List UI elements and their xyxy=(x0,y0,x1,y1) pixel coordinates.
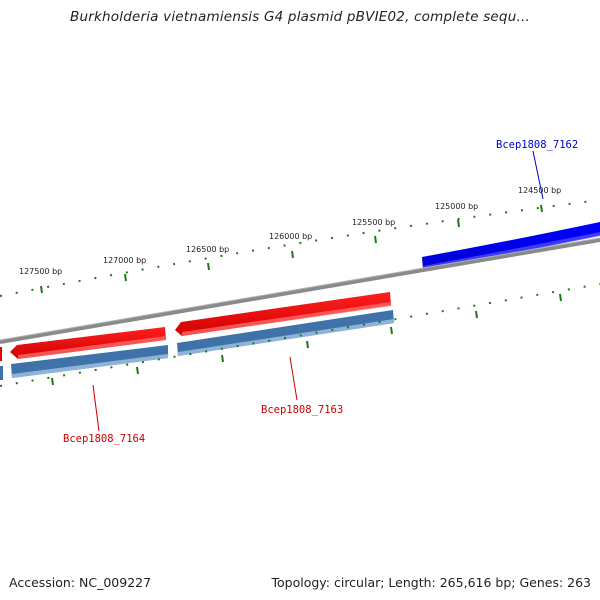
bp-label: 126500 bp xyxy=(186,245,229,254)
cds-fragment-left[interactable] xyxy=(0,366,3,380)
bp-label: 127000 bp xyxy=(103,256,146,265)
plasmid-backbone xyxy=(0,238,600,344)
bp-labels: 127500 bp 127000 bp 126500 bp 126000 bp … xyxy=(19,186,561,276)
bp-label: 126000 bp xyxy=(269,232,312,241)
cds-feature-7164[interactable] xyxy=(11,345,168,378)
gene-bcep1808-7163-bar[interactable] xyxy=(175,292,391,336)
bp-label: 125000 bp xyxy=(435,202,478,211)
bp-label: 125500 bp xyxy=(352,218,395,227)
gene-fragment-left[interactable] xyxy=(0,347,2,361)
gene-label-7162[interactable]: Bcep1808_7162 xyxy=(496,139,578,151)
cds-feature-7163[interactable] xyxy=(177,310,394,356)
gene-label-7164[interactable]: Bcep1808_7164 xyxy=(63,433,145,445)
leader-line-7162 xyxy=(532,150,544,200)
outer-tick-ring xyxy=(0,199,600,297)
gene-label-7163[interactable]: Bcep1808_7163 xyxy=(261,404,343,416)
major-ticks-inner xyxy=(51,293,562,386)
inner-tick-ring xyxy=(0,283,600,387)
topology-text: Topology: circular; Length: 265,616 bp; … xyxy=(271,575,592,590)
map-title: Burkholderia vietnamiensis G4 plasmid pB… xyxy=(70,9,530,25)
accession-text: Accession: NC_009227 xyxy=(9,575,152,590)
bp-label: 124500 bp xyxy=(518,186,561,195)
leader-line-7163 xyxy=(289,356,298,401)
major-ticks-outer xyxy=(40,204,543,294)
gene-bcep1808-7164-bar[interactable] xyxy=(10,327,166,359)
bp-label: 127500 bp xyxy=(19,267,62,276)
leader-line-7164 xyxy=(92,384,100,432)
